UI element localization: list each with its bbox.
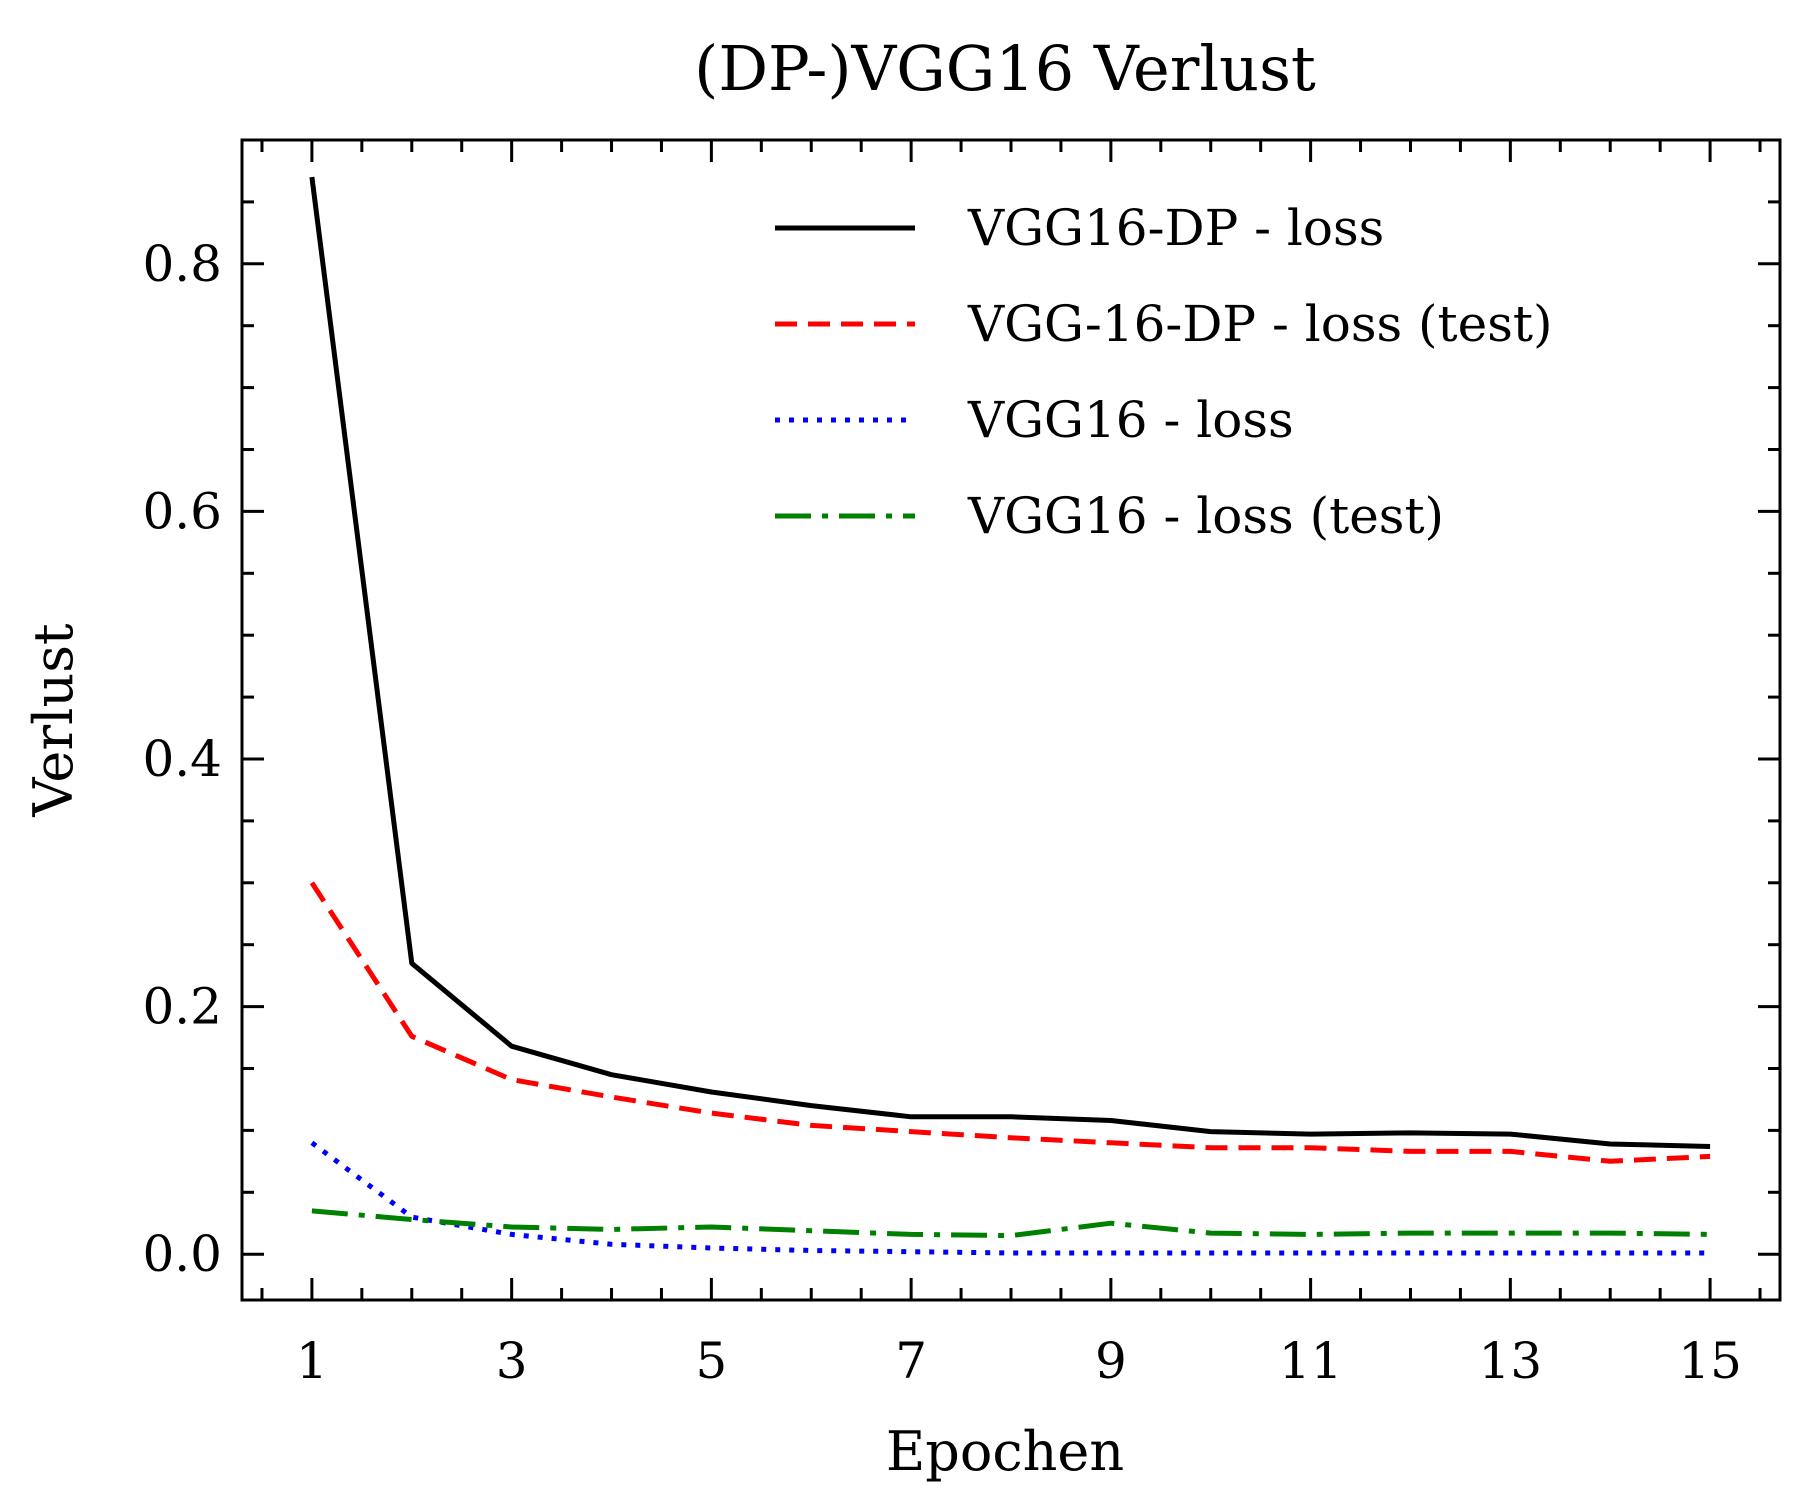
y-axis-label: Verlust bbox=[22, 623, 85, 818]
x-tick-label: 5 bbox=[695, 1332, 727, 1390]
x-tick-label: 7 bbox=[895, 1332, 927, 1390]
x-tick-label: 13 bbox=[1479, 1332, 1543, 1390]
legend-label: VGG-16-DP - loss (test) bbox=[967, 295, 1553, 353]
legend-label: VGG16 - loss bbox=[967, 391, 1294, 449]
series-line-1 bbox=[309, 176, 1711, 1149]
series-line-3 bbox=[310, 1140, 1711, 1256]
y-tick-label: 0.6 bbox=[142, 482, 222, 540]
legend-label: VGG16 - loss (test) bbox=[967, 487, 1444, 545]
chart-title: (DP-)VGG16 Verlust bbox=[694, 32, 1316, 105]
y-tick-label: 0.2 bbox=[142, 978, 222, 1036]
x-tick-label: 1 bbox=[296, 1332, 328, 1390]
x-tick-label: 9 bbox=[1095, 1332, 1127, 1390]
y-tick-label: 0.8 bbox=[142, 235, 222, 293]
x-tick-label: 3 bbox=[496, 1332, 528, 1390]
legend: VGG16-DP - loss VGG-16-DP - loss (test) VG… bbox=[775, 199, 1553, 545]
x-tick-label: 15 bbox=[1678, 1332, 1742, 1390]
axes-frame bbox=[240, 138, 1782, 1302]
x-axis: 1 3 5 7 9 11 13 15 bbox=[260, 140, 1762, 1390]
legend-label: VGG16-DP - loss bbox=[967, 199, 1384, 257]
x-axis-label: Epochen bbox=[886, 1420, 1124, 1483]
series-line-4 bbox=[311, 1208, 1711, 1239]
series-group bbox=[309, 176, 1711, 1256]
series-line-2 bbox=[309, 881, 1711, 1164]
y-tick-label: 0.0 bbox=[142, 1225, 222, 1283]
x-tick-label: 11 bbox=[1279, 1332, 1343, 1390]
y-tick-label: 0.4 bbox=[142, 730, 222, 788]
